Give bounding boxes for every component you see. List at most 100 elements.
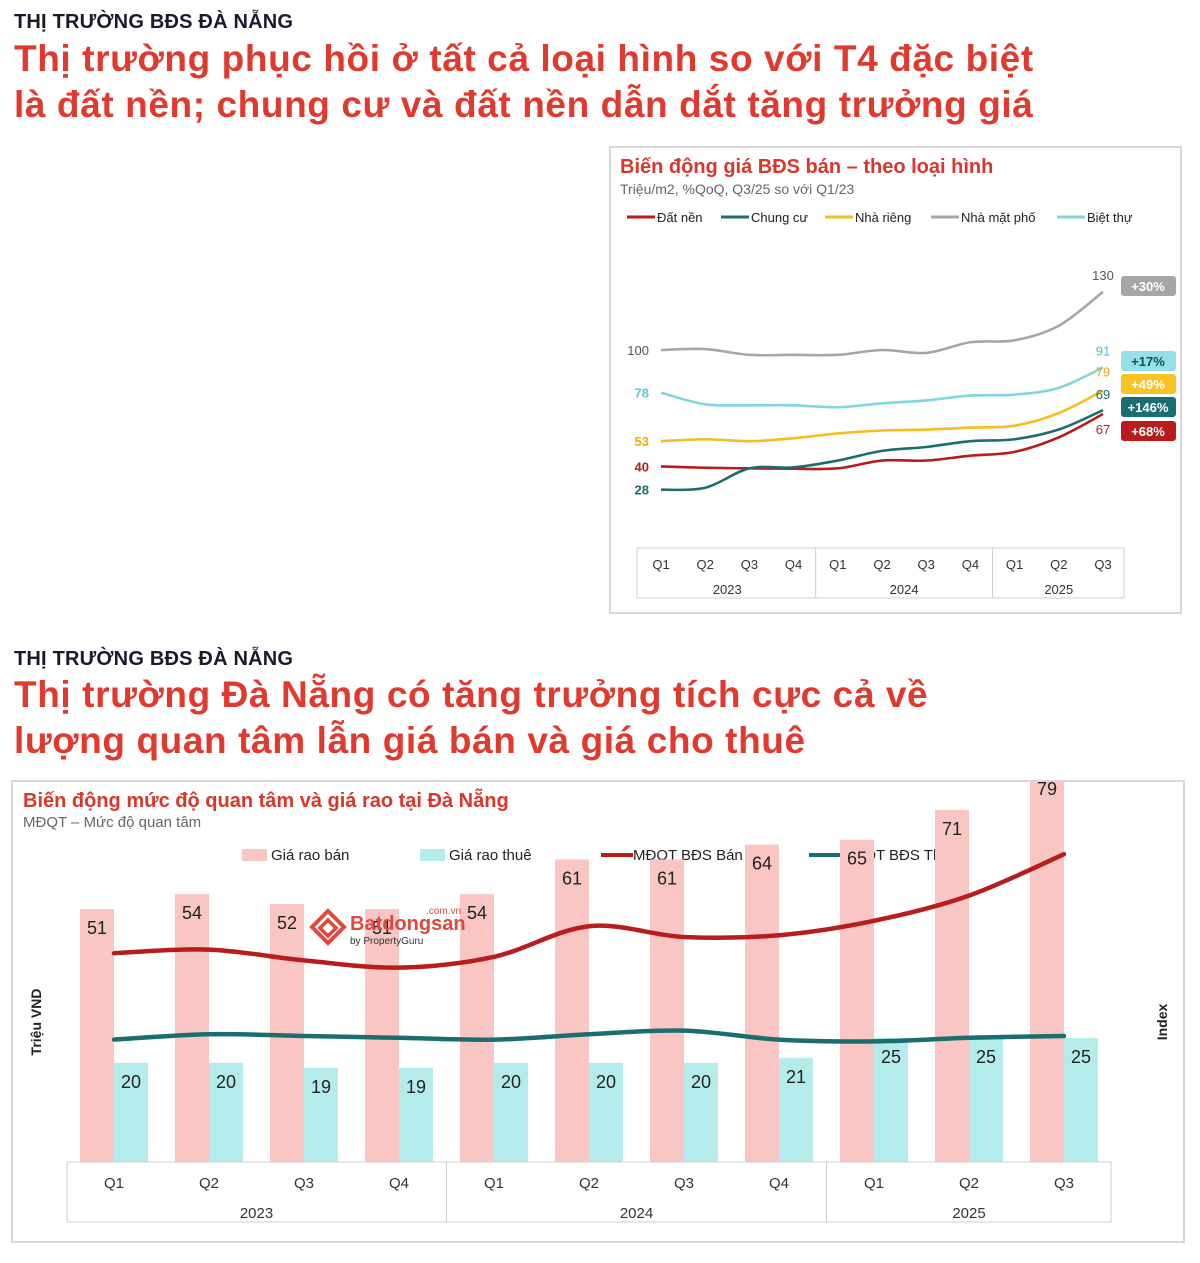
x-tick-quarter: Q3 (1094, 557, 1111, 572)
bar-label-gia-rao-ban: 64 (752, 854, 772, 874)
bar-label-gia-rao-thue: 20 (596, 1072, 616, 1092)
bar-gia-rao-thue (114, 1062, 148, 1162)
bar-label-gia-rao-ban: 61 (562, 868, 582, 888)
x-tick-quarter: Q1 (652, 557, 669, 572)
logo-suffix: .com.vn (426, 906, 462, 917)
bar-gia-rao-thue (779, 1057, 813, 1162)
line-mdqt-bds-thue (111, 1028, 1067, 1044)
x-tick-quarter: Q4 (785, 557, 802, 572)
start-label-nha-rieng: 53 (635, 434, 649, 449)
legend-swatch-gia-rao-ban (242, 849, 267, 861)
x-tick-quarter: Q3 (918, 557, 935, 572)
x-tick-quarter: Q1 (864, 1175, 884, 1192)
bar-gia-rao-ban (80, 909, 114, 1162)
x-tick-year: 2024 (890, 582, 919, 597)
change-badge-text-biet-thu: +17% (1131, 354, 1165, 369)
bar-gia-rao-ban (650, 859, 684, 1162)
change-badge-dat-nen (1121, 421, 1176, 441)
x-tick-quarter: Q2 (873, 557, 890, 572)
bar-label-gia-rao-ban: 65 (847, 849, 867, 869)
section1-headline-line2: là đất nền; chung cư và đất nền dẫn dắt … (14, 84, 1034, 125)
change-badge-text-nha-mat-pho: +30% (1131, 279, 1165, 294)
legend-label-dat-nen: Đất nền (657, 210, 703, 225)
start-label-dat-nen: 40 (635, 459, 649, 474)
interest-price-chart-card: Biến động mức độ quan tâm và giá rao tại… (11, 780, 1185, 1243)
x-tick-quarter: Q4 (769, 1175, 789, 1192)
bar-label-gia-rao-ban: 79 (1037, 782, 1057, 799)
x-tick-quarter: Q1 (829, 557, 846, 572)
chart1-title: Biến động giá BĐS bán – theo loại hình (620, 156, 994, 178)
bar-gia-rao-ban (745, 844, 779, 1162)
end-label-biet-thu: 91 (1096, 343, 1110, 358)
x-tick-quarter: Q1 (484, 1175, 504, 1192)
section1-eyebrow: THỊ TRƯỜNG BĐS ĐÀ NẴNG (14, 11, 294, 33)
x-tick-quarter: Q3 (294, 1175, 314, 1192)
x-tick-quarter: Q2 (1050, 557, 1067, 572)
legend-label-nha-rieng: Nhà riêng (855, 210, 911, 225)
change-badge-text-chung-cu: +146% (1128, 400, 1169, 415)
x-tick-quarter: Q1 (104, 1175, 124, 1192)
legend-label-chung-cu: Chung cư (751, 210, 808, 225)
bar-label-gia-rao-thue: 21 (786, 1067, 806, 1087)
section1-headline-line1: Thị trường phục hồi ở tất cả loại hình s… (14, 38, 1034, 79)
x-tick-quarter: Q2 (697, 557, 714, 572)
bar-gia-rao-thue (494, 1062, 528, 1162)
line-dat-nen (660, 412, 1104, 471)
end-label-nha-rieng: 79 (1096, 365, 1110, 380)
bar-label-gia-rao-thue: 20 (216, 1072, 236, 1092)
legend-label-gia-rao-thue: Giá rao thuê (449, 847, 532, 864)
bar-gia-rao-ban (1030, 782, 1064, 1162)
bar-label-gia-rao-thue: 20 (121, 1072, 141, 1092)
bar-label-gia-rao-thue: 25 (976, 1047, 996, 1067)
chart2-svg: Giá rao bán Giá rao thuê MĐQT BĐS Bán MĐQT … (28, 782, 1170, 1223)
line-nha-rieng (660, 389, 1104, 443)
start-label-nha-mat-pho: 100 (627, 343, 649, 358)
section2-eyebrow: THỊ TRƯỜNG BĐS ĐÀ NẴNG (14, 648, 294, 670)
chart1-subtitle: Triệu/m2, %QoQ, Q3/25 so với Q1/23 (620, 181, 855, 197)
bar-gia-rao-thue (969, 1038, 1003, 1162)
bar-label-gia-rao-ban: 51 (87, 918, 107, 938)
logo-tagline: by PropertyGuru (350, 936, 424, 947)
change-badge-biet-thu (1121, 351, 1176, 371)
batdongsan-logo: .com.vn Batdongsan by PropertyGuru (308, 906, 478, 950)
legend-swatch-gia-rao-thue (420, 849, 445, 861)
bar-label-gia-rao-ban: 54 (467, 903, 487, 923)
legend-label-nha-mat-pho: Nhà mặt phố (961, 210, 1035, 225)
x-tick-year: 2025 (952, 1205, 985, 1222)
bar-gia-rao-thue (589, 1062, 623, 1162)
x-tick-quarter: Q4 (389, 1175, 409, 1192)
change-badge-text-dat-nen: +68% (1131, 424, 1165, 439)
line-biet-thu (660, 366, 1104, 409)
x-tick-quarter: Q3 (741, 557, 758, 572)
line-mdqt-bds-ban (111, 851, 1067, 970)
x-tick-quarter: Q3 (674, 1175, 694, 1192)
bar-gia-rao-ban (460, 894, 494, 1162)
x-tick-quarter: Q1 (1006, 557, 1023, 572)
x-tick-quarter: Q3 (1054, 1175, 1074, 1192)
x-tick-year: 2023 (713, 582, 742, 597)
line-chung-cu (660, 408, 1104, 492)
bar-label-gia-rao-ban: 54 (182, 903, 202, 923)
bar-gia-rao-ban (555, 859, 589, 1162)
section1-headline: Thị trường phục hồi ở tất cả loại hình s… (14, 36, 1034, 128)
section2-headline-line2: lượng quan tâm lẫn giá bán và giá cho th… (14, 720, 806, 761)
y-axis-title: Triệu VND (28, 989, 44, 1056)
section2-headline: Thị trường Đà Nẵng có tăng trưởng tích c… (14, 672, 928, 764)
change-badge-nha-rieng (1121, 374, 1176, 394)
y2-axis-title: Index (1154, 1004, 1170, 1041)
change-badge-chung-cu (1121, 397, 1176, 417)
bar-gia-rao-thue (209, 1062, 243, 1162)
bar-label-gia-rao-ban: 51 (372, 918, 392, 938)
change-badge-nha-mat-pho (1121, 276, 1176, 296)
x-tick-year: 2024 (620, 1205, 653, 1222)
legend-label-mdqt-bds-ban: MĐQT BĐS Bán (633, 847, 743, 864)
legend-label-biet-thu: Biệt thự (1087, 210, 1133, 225)
x-tick-quarter: Q2 (579, 1175, 599, 1192)
end-label-dat-nen: 67 (1096, 422, 1110, 437)
bar-gia-rao-thue (684, 1062, 718, 1162)
bar-gia-rao-thue (1064, 1038, 1098, 1162)
price-by-type-chart-card: Biến động giá BĐS bán – theo loại hình T… (609, 146, 1182, 614)
bar-gia-rao-ban (175, 894, 209, 1162)
logo-name: Batdongsan (350, 913, 466, 935)
chart2-title: Biến động mức độ quan tâm và giá rao tại… (23, 790, 509, 812)
